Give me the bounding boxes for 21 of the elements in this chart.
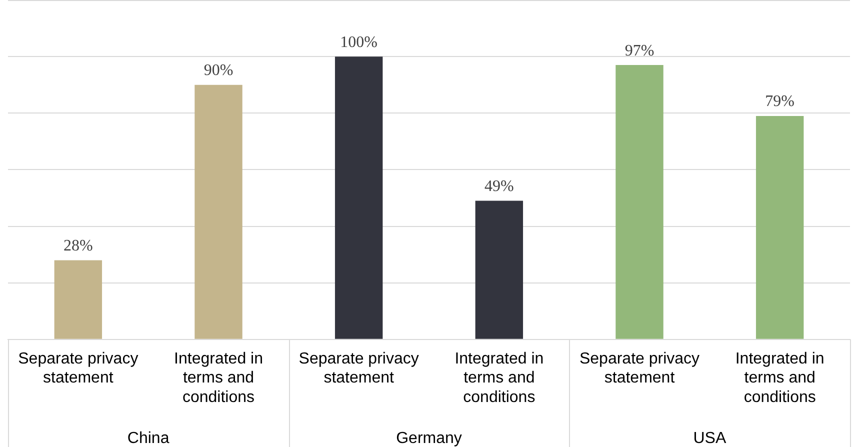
x-tick-label: Separate privacy statement <box>579 350 700 387</box>
data-label: 79% <box>765 93 794 110</box>
bar <box>475 200 524 339</box>
data-label: 49% <box>484 178 514 196</box>
text: Germany <box>396 430 462 447</box>
x-tick-label: Separate privacy statement <box>18 350 138 387</box>
data-label: 97% <box>624 42 654 60</box>
text: China <box>127 430 170 447</box>
bar <box>334 56 383 339</box>
x-tick-label: Integrated in terms and conditions <box>174 350 263 406</box>
data-label: 90% <box>204 62 234 80</box>
bar <box>616 65 664 339</box>
x-tick-label: Separate privacy statement <box>298 350 419 387</box>
bar <box>756 116 804 339</box>
bar <box>54 260 102 339</box>
x-tick-label: Integrated in terms and conditions <box>454 350 544 406</box>
text: USA <box>693 430 726 447</box>
bar <box>194 84 242 339</box>
data-label: 100% <box>340 34 378 51</box>
data-label: 28% <box>64 237 93 254</box>
x-tick-label: Integrated in terms and conditions <box>735 350 824 406</box>
